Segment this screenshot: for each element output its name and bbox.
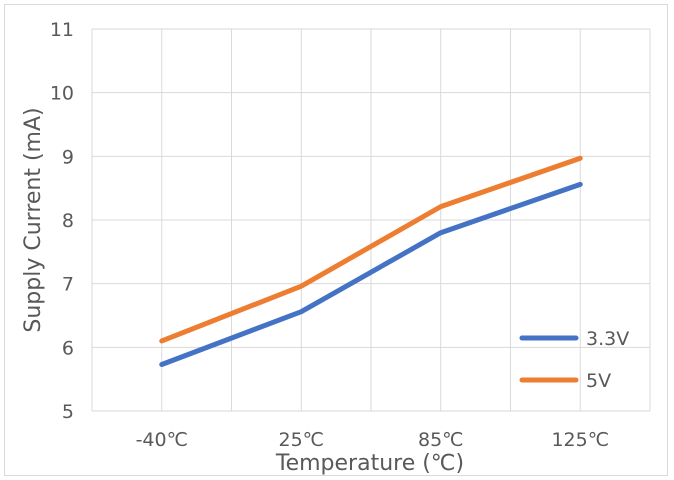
y-tick-label: 8 [62,210,74,232]
x-tick-label: 125℃ [551,429,609,451]
series-line-33v [159,181,583,368]
y-tick-label: 5 [62,401,74,423]
legend-label: 5V [586,370,611,392]
x-tick-label: 25℃ [278,429,324,451]
x-tick-label: 85℃ [418,429,464,451]
series-lines [159,155,583,368]
y-tick-label: 6 [62,337,74,359]
y-tick-label: 9 [62,146,74,168]
x-axis-title: Temperature (℃) [275,451,464,476]
grid-lines [91,28,651,412]
series-line-5v [159,155,583,344]
legend-label: 3.3V [586,328,629,350]
chart-frame [4,4,668,476]
y-axis-title: Supply Current (mA) [21,107,46,332]
legend: 3.3V 5V [519,328,629,392]
y-tick-label: 7 [62,274,74,296]
x-tick-labels: -40℃ 25℃ 85℃ 125℃ [136,429,609,451]
y-tick-label: 11 [50,19,74,41]
y-tick-label: 10 [50,83,74,105]
x-tick-label: -40℃ [136,429,188,451]
y-tick-labels: 5 6 7 8 9 10 11 [50,19,74,423]
